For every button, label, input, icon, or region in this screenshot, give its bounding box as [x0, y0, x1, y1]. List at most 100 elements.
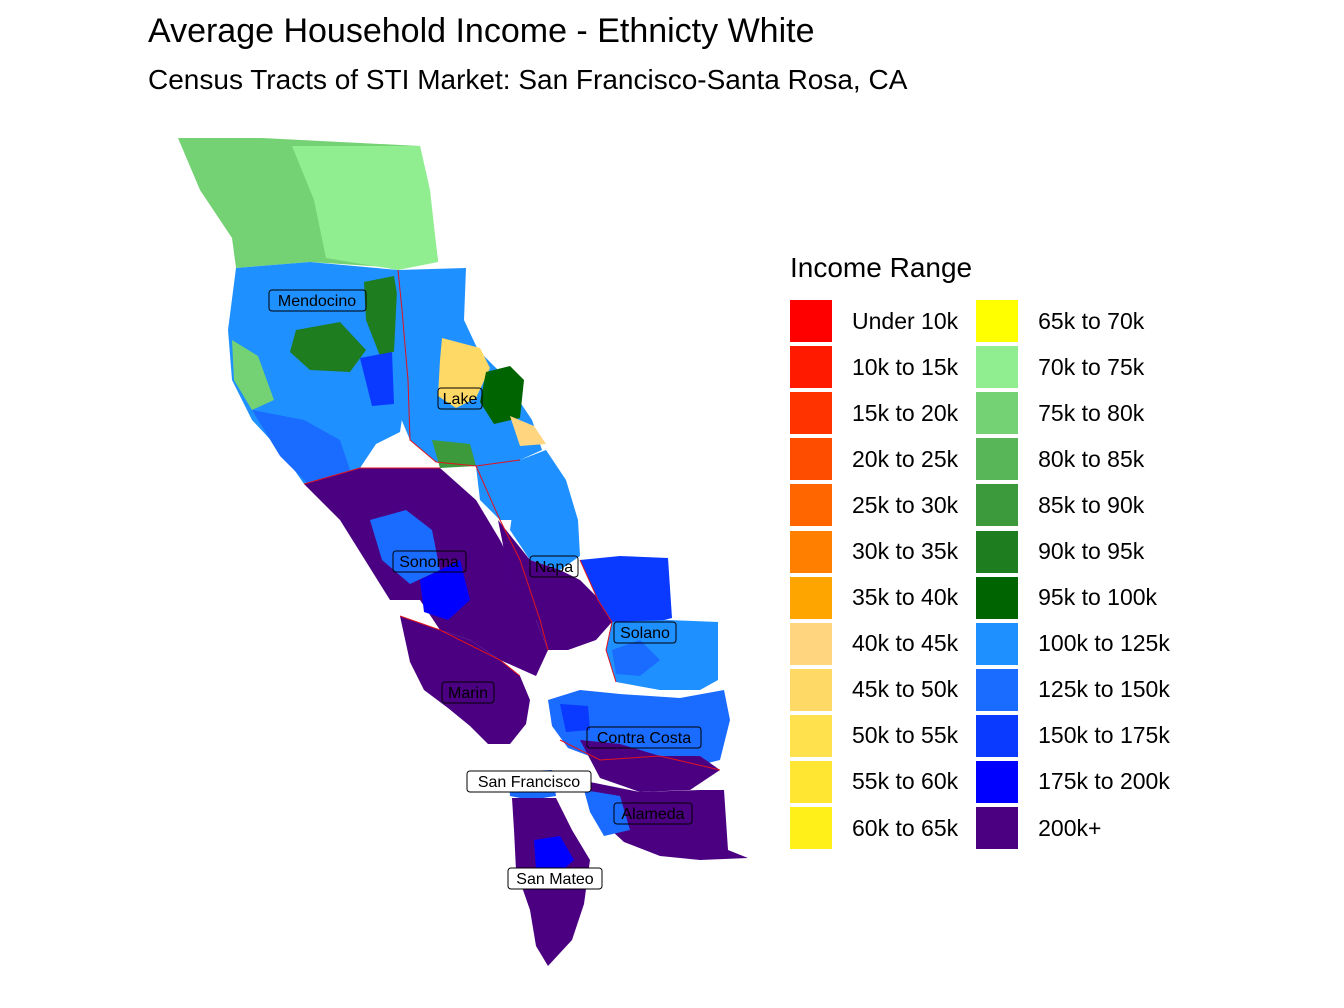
mendocino-region — [178, 138, 438, 484]
legend-label: 25k to 30k — [852, 491, 959, 518]
legend-swatch — [976, 438, 1019, 481]
legend-swatch — [790, 576, 832, 619]
legend-label: 60k to 65k — [852, 814, 959, 841]
legend-item: 70k to 75k — [976, 344, 1170, 390]
choropleth-map: Mendocino Lake Sonoma Napa Solano Marin … — [178, 138, 748, 966]
legend-swatch — [976, 576, 1019, 619]
legend-item: 25k to 30k — [790, 482, 958, 528]
legend-item: 15k to 20k — [790, 390, 958, 436]
map-subtitle: Census Tracts of STI Market: San Francis… — [148, 64, 908, 95]
legend-swatch — [790, 346, 832, 389]
legend-swatch — [790, 622, 832, 665]
legend-swatch — [976, 714, 1019, 757]
legend-swatch — [790, 392, 832, 435]
lake-region — [394, 268, 546, 468]
legend-swatch — [976, 622, 1019, 665]
county-labels: Mendocino Lake Sonoma Napa Solano Marin … — [268, 289, 702, 890]
county-label-san-francisco-text: San Francisco — [478, 774, 580, 791]
legend-item: 150k to 175k — [976, 713, 1170, 759]
legend-column-right: 65k to 70k 70k to 75k 75k to 80k 80k to 85k… — [976, 298, 1170, 851]
legend-label: 90k to 95k — [1038, 538, 1145, 565]
legend-label: 200k+ — [1038, 814, 1102, 841]
county-label-marin-text: Marin — [448, 685, 488, 702]
legend-item: 20k to 25k — [790, 436, 958, 482]
legend-label: 100k to 125k — [1038, 630, 1170, 657]
county-label-mendocino-text: Mendocino — [278, 293, 356, 310]
legend-swatch — [976, 392, 1019, 435]
legend-item: 90k to 95k — [976, 528, 1170, 574]
legend-item: 45k to 50k — [790, 667, 958, 713]
legend-item: 10k to 15k — [790, 344, 958, 390]
legend-item: 40k to 45k — [790, 621, 958, 667]
legend-item: 75k to 80k — [976, 390, 1170, 436]
county-label-contra-costa-text: Contra Costa — [597, 730, 691, 747]
legend-swatch — [976, 807, 1019, 850]
legend-label: 80k to 85k — [1038, 445, 1145, 472]
marin-region — [400, 616, 530, 744]
contra-costa-region — [548, 690, 730, 792]
legend-label: 20k to 25k — [852, 445, 959, 472]
county-label-solano: Solano — [613, 621, 677, 644]
county-label-lake-text: Lake — [443, 391, 478, 408]
legend-column-left: Under 10k 10k to 15k 15k to 20k 20k to 25k 2… — [790, 298, 958, 851]
legend-item: 85k to 90k — [976, 482, 1170, 528]
legend-label: 95k to 100k — [1038, 584, 1158, 611]
legend-label: 10k to 15k — [852, 353, 959, 380]
legend-label: 70k to 75k — [1038, 353, 1145, 380]
legend-columns: Under 10k 10k to 15k 15k to 20k 20k to 25k 2… — [790, 298, 1170, 851]
legend-item: 125k to 150k — [976, 667, 1170, 713]
legend-label: Under 10k — [852, 307, 959, 334]
legend-swatch — [976, 346, 1019, 389]
legend-swatch — [790, 438, 832, 481]
legend-swatch — [790, 807, 832, 850]
legend-swatch — [976, 300, 1019, 343]
legend-item: 200k+ — [976, 805, 1170, 851]
legend-swatch — [976, 484, 1019, 527]
county-label-napa: Napa — [529, 555, 579, 578]
legend-swatch — [790, 300, 832, 343]
legend-swatch — [976, 530, 1019, 573]
legend-item: 55k to 60k — [790, 759, 958, 805]
legend-label: 35k to 40k — [852, 584, 959, 611]
legend-swatch — [976, 668, 1019, 711]
legend-label: 125k to 150k — [1038, 676, 1170, 703]
county-label-mendocino: Mendocino — [268, 289, 367, 312]
county-label-alameda-text: Alameda — [621, 806, 684, 823]
legend-label: 85k to 90k — [1038, 491, 1145, 518]
legend-label: 45k to 50k — [852, 676, 959, 703]
legend-swatch — [790, 530, 832, 573]
county-label-napa-text: Napa — [535, 559, 573, 576]
legend-item: 80k to 85k — [976, 436, 1170, 482]
legend-label: 55k to 60k — [852, 768, 959, 795]
legend-item: Under 10k — [790, 298, 958, 344]
county-label-sonoma: Sonoma — [392, 550, 467, 573]
legend-item: 100k to 125k — [976, 621, 1170, 667]
county-label-san-mateo: San Mateo — [507, 867, 603, 890]
legend-item: 175k to 200k — [976, 759, 1170, 805]
county-borders — [303, 269, 721, 771]
county-label-lake: Lake — [437, 387, 483, 410]
legend-item: 35k to 40k — [790, 575, 958, 621]
legend-swatch — [790, 668, 832, 711]
solano-region — [580, 556, 718, 690]
county-label-sonoma-text: Sonoma — [399, 554, 459, 571]
legend-swatch — [790, 714, 832, 757]
county-label-alameda: Alameda — [613, 802, 693, 825]
legend-swatch — [976, 760, 1019, 803]
county-label-san-francisco: San Francisco — [466, 770, 592, 793]
county-label-solano-text: Solano — [620, 625, 670, 642]
legend-label: 30k to 35k — [852, 538, 959, 565]
legend-label: 65k to 70k — [1038, 307, 1145, 334]
legend-label: 175k to 200k — [1038, 768, 1170, 795]
legend-label: 150k to 175k — [1038, 722, 1170, 749]
legend-title: Income Range — [790, 252, 973, 283]
legend-item: 65k to 70k — [976, 298, 1170, 344]
legend-item: 30k to 35k — [790, 528, 958, 574]
legend-label: 40k to 45k — [852, 630, 959, 657]
legend-label: 75k to 80k — [1038, 399, 1145, 426]
legend-item: 60k to 65k — [790, 805, 958, 851]
county-label-contra-costa: Contra Costa — [586, 726, 702, 749]
legend-item: 50k to 55k — [790, 713, 958, 759]
legend-item: 95k to 100k — [976, 575, 1170, 621]
county-label-san-mateo-text: San Mateo — [516, 871, 593, 888]
